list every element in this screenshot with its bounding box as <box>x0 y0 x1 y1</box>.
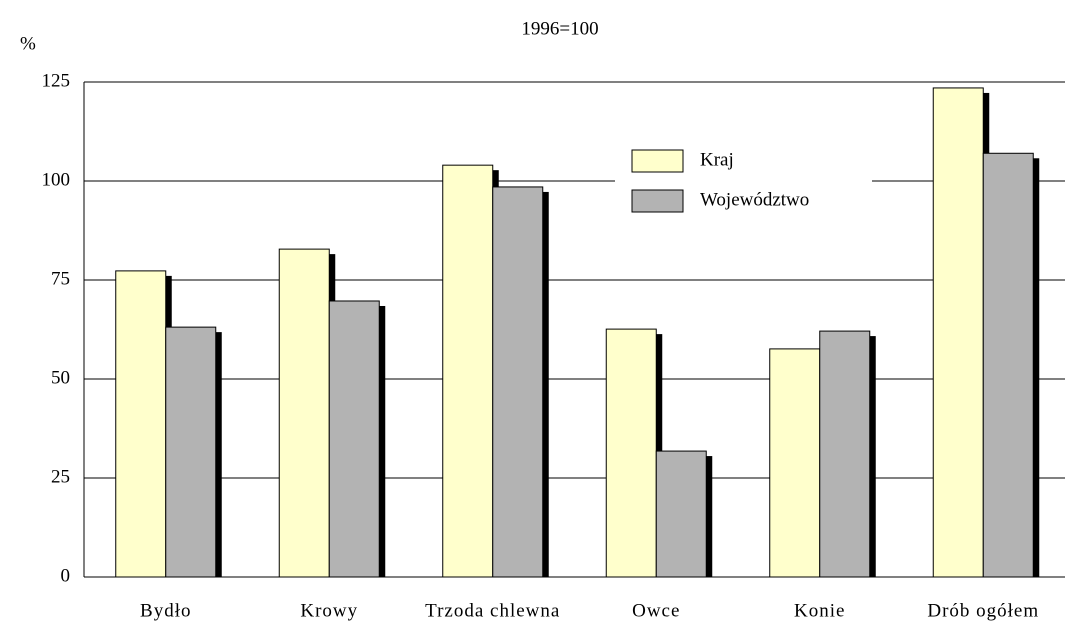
x-tick-label: Trzoda chlewna <box>425 600 560 621</box>
x-tick-label: Drób ogółem <box>927 600 1039 621</box>
bar <box>165 326 217 578</box>
y-axis-label: % <box>20 33 36 54</box>
bar <box>442 164 494 578</box>
bar <box>932 87 984 578</box>
bar <box>328 300 380 578</box>
bar <box>819 330 871 578</box>
x-tick-label: Owce <box>632 600 680 621</box>
legend-swatch <box>631 149 684 173</box>
bar <box>769 348 821 578</box>
legend-label: Województwo <box>700 189 809 210</box>
legend-swatch <box>631 189 684 213</box>
bar <box>605 328 657 578</box>
chart-title: 1996=100 <box>521 18 598 39</box>
bar <box>278 248 330 578</box>
y-tick-label: 100 <box>42 169 71 190</box>
y-tick-label: 25 <box>51 466 70 487</box>
x-tick-label: Krowy <box>300 600 358 621</box>
bar <box>982 152 1034 578</box>
y-tick-label: 0 <box>61 565 71 586</box>
x-tick-label: Konie <box>794 600 845 621</box>
legend-label: Kraj <box>700 149 734 170</box>
y-tick-label: 75 <box>51 268 70 289</box>
bar <box>115 270 167 578</box>
y-tick-label: 125 <box>42 70 71 91</box>
bar <box>655 450 707 578</box>
bar <box>492 186 544 578</box>
x-tick-label: Bydło <box>140 600 191 621</box>
y-tick-label: 50 <box>51 367 70 388</box>
